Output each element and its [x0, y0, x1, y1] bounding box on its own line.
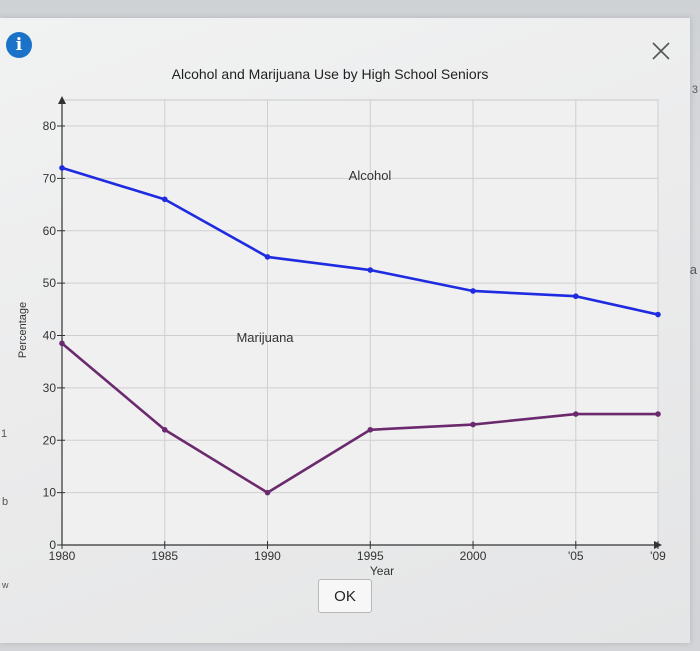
data-point-alcohol	[655, 311, 661, 318]
edge-letter-3: 3	[691, 84, 698, 96]
y-tick-label: 10	[43, 486, 57, 500]
data-point-alcohol	[367, 267, 374, 273]
edge-letter-1: 1	[1, 428, 8, 440]
x-tick-label: '05	[568, 549, 584, 563]
edge-letter-a: a	[689, 262, 697, 277]
edge-letter-b: b	[2, 496, 9, 508]
x-tick-label: '09	[650, 549, 666, 563]
plot-area	[61, 99, 659, 546]
chart-title: Alcohol and Marijuana Use by High School…	[171, 66, 489, 82]
y-tick-label: 60	[43, 224, 57, 238]
info-icon: i	[6, 32, 32, 58]
x-tick-label: 2000	[460, 549, 487, 563]
data-point-marijuana	[59, 340, 65, 347]
data-point-marijuana	[367, 426, 374, 433]
x-tick-label: 1990	[254, 549, 281, 563]
close-icon[interactable]	[650, 40, 672, 62]
x-tick-label: 1980	[49, 549, 76, 563]
data-point-marijuana	[655, 411, 661, 417]
y-axis-label: Percentage	[17, 302, 29, 358]
ok-button[interactable]: OK	[318, 579, 372, 613]
data-point-marijuana	[264, 489, 271, 496]
data-point-alcohol	[59, 165, 65, 171]
edge-letter-w: w	[2, 580, 9, 590]
data-point-marijuana	[470, 421, 476, 428]
data-point-alcohol	[572, 293, 579, 300]
x-axis-label: Year	[370, 564, 394, 578]
x-tick-label: 1995	[357, 549, 384, 563]
y-tick-label: 30	[43, 381, 57, 395]
data-point-marijuana	[572, 411, 579, 417]
y-tick-label: 80	[43, 119, 57, 133]
data-point-marijuana	[161, 426, 168, 433]
data-point-alcohol	[264, 254, 271, 260]
y-tick-label: 50	[43, 276, 57, 290]
series-label-alcohol: Alcohol	[349, 168, 392, 183]
data-point-alcohol	[161, 196, 168, 203]
y-axis-arrow	[58, 96, 66, 104]
x-tick-label: 1985	[151, 549, 178, 563]
y-tick-label: 40	[43, 329, 57, 343]
y-tick-label: 0	[49, 538, 56, 552]
series-label-marijuana: Marijuana	[236, 330, 294, 345]
y-tick-label: 70	[43, 171, 57, 185]
y-tick-label: 20	[43, 433, 57, 447]
data-point-alcohol	[470, 288, 476, 294]
